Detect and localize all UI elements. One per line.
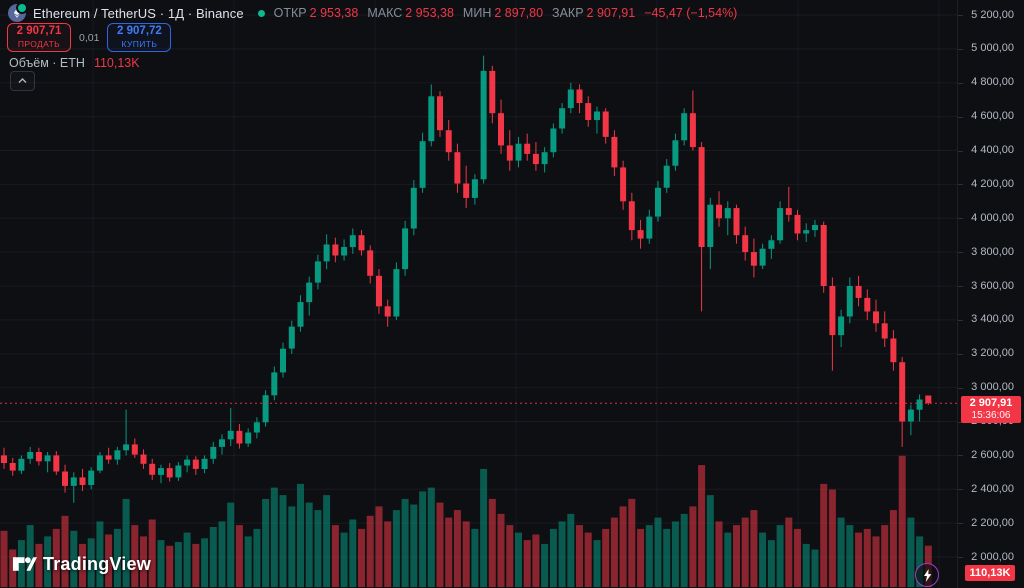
volume-layer: [0, 455, 932, 588]
price-tickmark: [958, 48, 963, 50]
price-tickmark: [958, 184, 963, 186]
price-axis[interactable]: 5 200,00 5 000,00 4 800,00 4 600,00 4 400,00…: [957, 0, 1024, 588]
symbol-legend-row[interactable]: Ethereum / TetherUS · 1Д · Binance ОТКР …: [8, 2, 738, 23]
lightning-icon: [923, 568, 931, 582]
trade-panel: 2 907,71 ПРОДАТЬ 0,01 2 907,72 КУПИТЬ: [7, 23, 172, 52]
price-tick-label: 2 000,00: [971, 550, 1014, 563]
ohlc-values: ОТКР 2 953,38 МАКС 2 953,38 МИН 2 897,80…: [274, 6, 738, 20]
price-tick-label: 4 400,00: [971, 144, 1014, 156]
chevron-up-icon: [18, 78, 27, 83]
tradingview-wordmark: TradingView: [43, 553, 151, 574]
grid-layer: [0, 0, 958, 588]
price-tick-label: 5 000,00: [971, 42, 1014, 55]
open-value: 2 953,38: [309, 6, 359, 20]
high-label: МАКС: [367, 6, 403, 20]
price-tick-label: 3 000,00: [971, 381, 1014, 394]
price-tick-label: 3 600,00: [971, 279, 1014, 292]
volume-indicator-row[interactable]: Объём · ETH 110,13K: [9, 56, 140, 70]
high-value: 2 953,38: [405, 6, 454, 20]
price-tickmark: [958, 15, 963, 16]
price-tick-label: 3 200,00: [971, 347, 1014, 360]
last-price-value: 2 907,91: [969, 397, 1013, 410]
market-status-icon: [257, 9, 265, 17]
instant-trading-button[interactable]: [915, 563, 939, 587]
price-tickmark: [958, 150, 963, 152]
spread-value: 0,01: [79, 31, 100, 44]
price-tickmark: [958, 421, 963, 423]
market-open-dot: [16, 2, 28, 14]
price-tick-label: 3 400,00: [971, 313, 1014, 326]
price-tickmark: [958, 286, 963, 287]
price-tick-label: 3 800,00: [971, 245, 1014, 258]
price-tickmark: [958, 218, 963, 220]
price-tickmark: [958, 557, 963, 558]
price-tickmark: [958, 252, 963, 254]
volume-badge: 110,13K: [965, 565, 1015, 581]
ethereum-icon: [8, 2, 28, 22]
close-value: 2 907,91: [586, 6, 636, 20]
price-tick-label: 2 400,00: [971, 482, 1014, 495]
volume-indicator-label[interactable]: Объём · ETH: [9, 56, 85, 70]
price-tick-label: 4 200,00: [971, 177, 1014, 190]
low-label: МИН: [462, 6, 492, 20]
price-tickmark: [958, 353, 963, 355]
tradingview-watermark: TradingView: [12, 553, 151, 575]
tradingview-logo-icon: [12, 557, 37, 571]
sell-label: ПРОДАТЬ: [17, 38, 61, 49]
close-label: ЗАКР: [552, 6, 584, 20]
price-tick-label: 4 600,00: [971, 110, 1014, 123]
low-value: 2 897,80: [494, 6, 544, 20]
price-tickmark: [958, 489, 963, 491]
symbol-title[interactable]: Ethereum / TetherUS · 1Д · Binance: [33, 5, 244, 21]
collapse-legend-button[interactable]: [10, 71, 35, 91]
price-tickmark: [958, 523, 963, 525]
price-tickmark: [958, 319, 963, 321]
buy-button[interactable]: 2 907,72 КУПИТЬ: [107, 23, 172, 52]
price-tick-label: 4 800,00: [971, 76, 1014, 89]
price-tick-label: 2 200,00: [971, 516, 1014, 529]
change-value: −45,47 (−1,54%): [644, 6, 738, 20]
price-tickmark: [958, 387, 963, 389]
price-tickmark: [958, 455, 963, 457]
sell-button[interactable]: 2 907,71 ПРОДАТЬ: [7, 23, 71, 52]
price-tick-label: 4 000,00: [971, 211, 1014, 224]
price-tickmark: [958, 82, 963, 84]
volume-indicator-value: 110,13K: [93, 56, 140, 70]
bar-countdown: 15:36:06: [971, 410, 1011, 422]
buy-price: 2 907,72: [117, 24, 162, 37]
price-tick-label: 5 200,00: [971, 8, 1014, 21]
buy-label: КУПИТЬ: [121, 38, 158, 49]
open-label: ОТКР: [273, 6, 307, 20]
sell-price: 2 907,71: [16, 24, 62, 37]
price-tick-label: 2 600,00: [971, 448, 1014, 461]
price-tickmark: [958, 116, 963, 118]
candles-layer: [1, 55, 932, 503]
last-price-badge: 2 907,91 15:36:06: [961, 396, 1021, 424]
